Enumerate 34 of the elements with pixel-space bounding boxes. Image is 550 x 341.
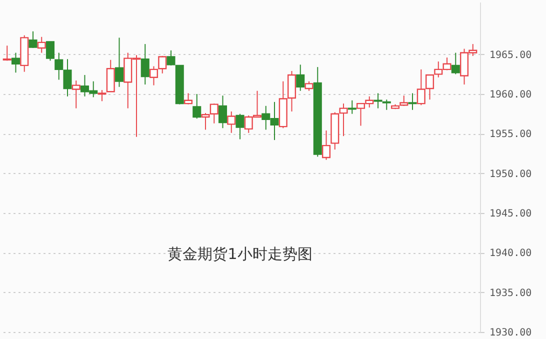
candlestick bbox=[106, 59, 115, 92]
y-tick-label: 1960.00 bbox=[490, 90, 532, 101]
candlestick bbox=[158, 55, 167, 74]
candlestick bbox=[37, 36, 46, 54]
candlestick bbox=[192, 94, 202, 120]
candlestick bbox=[339, 103, 348, 137]
candlestick bbox=[236, 113, 244, 140]
candlestick bbox=[2, 45, 12, 62]
y-tick-label: 1950.00 bbox=[490, 168, 532, 180]
candlestick bbox=[140, 44, 150, 85]
candlestick bbox=[227, 110, 236, 134]
candlestick bbox=[98, 90, 106, 102]
candlestick bbox=[218, 95, 228, 129]
candlestick bbox=[149, 66, 158, 86]
candlestick bbox=[296, 64, 305, 92]
candlestick bbox=[114, 37, 124, 88]
candlestick bbox=[72, 80, 80, 109]
candlestick bbox=[451, 52, 460, 75]
candlestick bbox=[46, 41, 55, 62]
y-tick-label: 1940.00 bbox=[490, 248, 532, 260]
candlestick bbox=[400, 95, 408, 106]
candlestick bbox=[28, 30, 38, 49]
candlestick bbox=[322, 130, 331, 160]
candlestick bbox=[304, 80, 314, 92]
candlestick bbox=[11, 52, 20, 74]
y-tick-label: 1935.00 bbox=[490, 288, 532, 299]
y-tick-label: 1930.00 bbox=[490, 328, 532, 338]
candlestick bbox=[348, 100, 356, 114]
y-tick-label: 1945.00 bbox=[490, 208, 532, 220]
y-tick-label: 1965.00 bbox=[490, 50, 532, 61]
y-tick-label: 1955.00 bbox=[490, 129, 532, 140]
candlestick bbox=[184, 92, 193, 105]
candlestick bbox=[408, 92, 417, 110]
text: 黄金期货1小时走势图 bbox=[168, 245, 312, 263]
